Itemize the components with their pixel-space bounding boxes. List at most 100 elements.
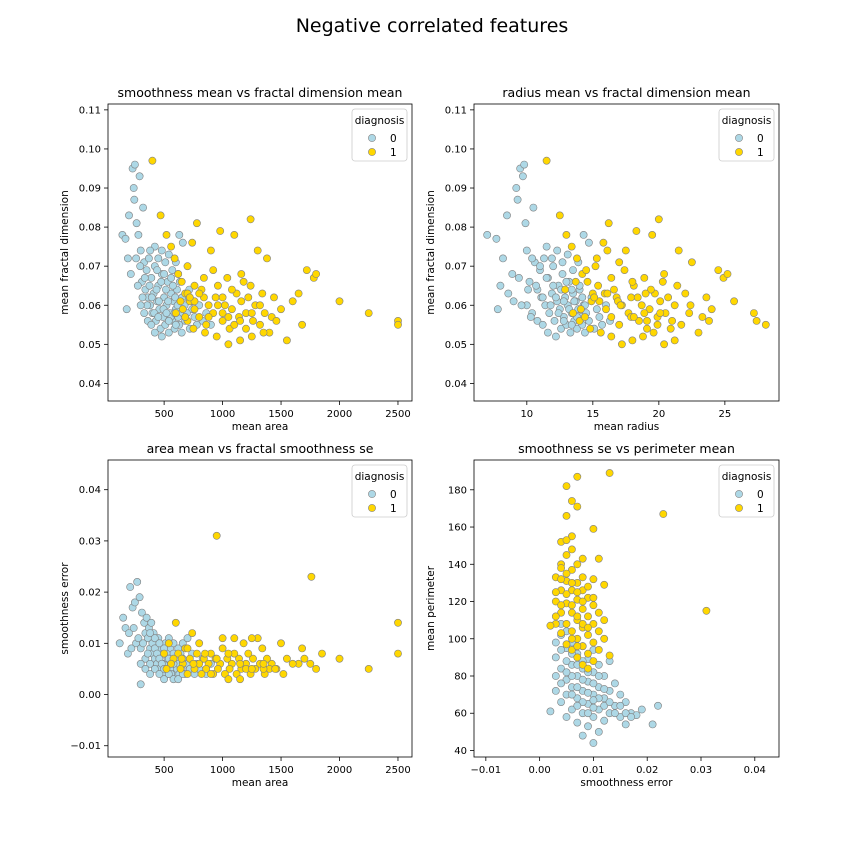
scatter-point — [551, 687, 560, 695]
scatter-point — [183, 644, 192, 653]
scatter-point — [171, 618, 180, 627]
scatter-point — [146, 246, 154, 255]
x-tick-label: 0.03 — [690, 765, 712, 776]
scatter-point — [573, 683, 582, 692]
scatter-point — [568, 672, 576, 680]
scatter-point — [589, 575, 598, 584]
legend: diagnosis 0 1 — [718, 108, 775, 162]
scatter-point — [167, 659, 175, 668]
scatter-point — [140, 309, 149, 317]
scatter-point — [133, 578, 142, 586]
x-tick-label: 2000 — [327, 409, 352, 420]
scatter-point — [568, 690, 576, 699]
scatter-point — [610, 285, 618, 294]
scatter-point — [144, 254, 153, 263]
scatter-point — [629, 313, 638, 321]
x-tick-label: 0.02 — [636, 765, 658, 776]
scatter-point — [135, 593, 144, 602]
scatter-point — [154, 297, 163, 306]
scatter-point — [279, 670, 288, 678]
scatter-point — [573, 254, 581, 263]
scatter-point — [394, 649, 402, 658]
scatter-point — [635, 316, 643, 325]
axes-frame — [107, 103, 413, 402]
scatter-point — [517, 301, 526, 310]
scatter-point — [600, 580, 609, 589]
x-axis-label: mean radius — [594, 421, 660, 433]
scatter-point — [670, 301, 679, 310]
scatter-point — [557, 646, 565, 654]
scatter-point — [648, 720, 657, 729]
scatter-point — [524, 285, 532, 294]
scatter-point — [224, 313, 233, 321]
x-tick-label: 2500 — [385, 765, 410, 776]
scatter-point — [155, 670, 164, 678]
scatter-point — [227, 305, 236, 314]
scatter-point — [130, 195, 139, 204]
scatter-point — [603, 289, 612, 298]
scatter-point — [364, 665, 373, 673]
scatter-point — [750, 309, 758, 317]
scatter-point — [589, 593, 598, 602]
scatter-point — [594, 728, 603, 736]
y-tick-label: 100 — [448, 634, 467, 645]
scatter-point — [616, 301, 625, 310]
scatter-point — [615, 320, 624, 329]
scatter-point — [568, 601, 576, 610]
subplot-title: smoothness se vs perimeter mean — [518, 441, 735, 456]
scatter-point — [528, 254, 536, 263]
scatter-point — [598, 320, 606, 329]
scatter-point — [562, 512, 571, 520]
scatter-point — [584, 582, 592, 591]
legend-title: diagnosis — [355, 471, 405, 483]
scatter-point — [519, 172, 527, 181]
subplot-title: radius mean vs fractal dimension mean — [502, 85, 750, 100]
scatter-point — [259, 659, 268, 668]
scatter-point — [627, 713, 635, 721]
scatter-point — [142, 613, 151, 622]
scatter-point — [550, 316, 559, 325]
scatter-point — [122, 305, 131, 314]
scatter-point — [723, 270, 732, 278]
scatter-point — [584, 612, 592, 621]
scatter-point — [549, 262, 558, 271]
scatter-point — [562, 640, 571, 649]
scatter-point — [242, 324, 250, 333]
y-tick-label: 160 — [448, 523, 467, 534]
scatter-point — [562, 668, 571, 677]
scatter-point — [503, 211, 511, 220]
x-tick-label: 500 — [155, 409, 174, 420]
legend-entry-0: 0 — [757, 133, 764, 145]
scatter-point — [589, 696, 598, 705]
x-axis-label: mean area — [232, 421, 289, 433]
scatter-point — [557, 601, 565, 610]
legend: diagnosis 0 1 — [718, 464, 775, 518]
scatter-point — [542, 242, 551, 251]
scatter-point — [202, 665, 211, 673]
scatter-point — [247, 332, 256, 341]
scatter-point — [559, 297, 568, 306]
scatter-point — [230, 230, 239, 239]
scatter-point — [618, 340, 626, 349]
scatter-point — [246, 215, 255, 224]
scatter-point — [615, 258, 624, 267]
subplot-2: 10 15 20 250.040.050.060.070.080.090.100.11… — [425, 85, 780, 433]
scatter-point — [546, 707, 555, 716]
y-axis-label: smoothness error — [59, 562, 71, 655]
scatter-point — [130, 160, 139, 169]
scatter-point — [160, 675, 168, 684]
scatter-point — [653, 320, 662, 329]
scatter-point — [157, 332, 166, 341]
scatter-point — [190, 281, 199, 290]
y-tick-label: 0.05 — [79, 340, 101, 351]
scatter-point — [581, 313, 589, 321]
scatter-point — [202, 320, 211, 329]
scatter-point — [239, 277, 248, 286]
scatter-point — [162, 230, 171, 239]
scatter-point — [681, 289, 690, 298]
scatter-point — [647, 285, 655, 294]
scatter-point — [551, 597, 560, 606]
scatter-point — [227, 285, 236, 294]
scatter-point — [621, 246, 630, 255]
scatter-point — [562, 482, 571, 490]
